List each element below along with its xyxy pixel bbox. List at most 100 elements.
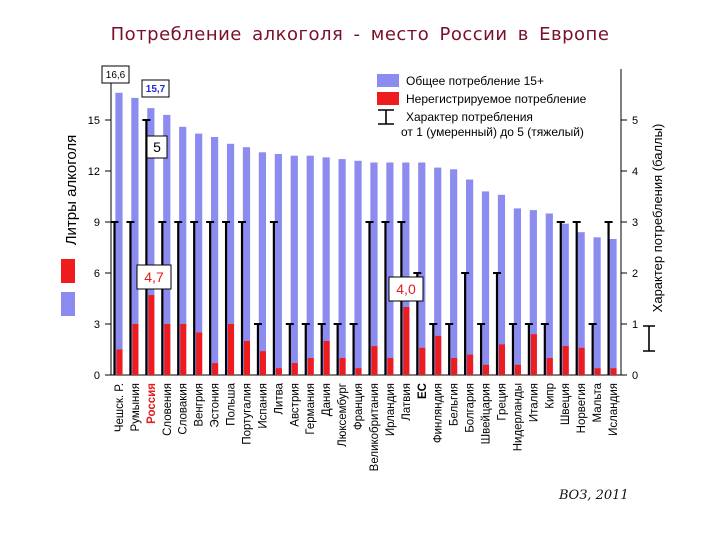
bar-total bbox=[609, 239, 617, 375]
y-tick-label: 12 bbox=[88, 166, 100, 178]
bar-total bbox=[290, 155, 298, 375]
x-tick-label: Финляндия bbox=[433, 383, 445, 443]
bar-unregistered bbox=[275, 368, 282, 375]
x-tick-label: Нидерланды bbox=[512, 383, 524, 451]
bar-total bbox=[210, 137, 219, 375]
legend-label-pattern-1: Характер потребления bbox=[406, 110, 533, 124]
bar-total bbox=[195, 133, 203, 375]
bar-total bbox=[147, 108, 155, 375]
x-tick-label: Исландия bbox=[608, 383, 620, 436]
y-tick-label: 0 bbox=[94, 370, 100, 382]
x-tick-label: Польша bbox=[226, 382, 238, 425]
bar-total bbox=[242, 147, 251, 375]
source-note: ВОЗ, 2011 bbox=[559, 488, 629, 503]
y2-tick-label: 1 bbox=[632, 319, 638, 331]
scale-bracket-icon bbox=[643, 325, 655, 352]
bar-unregistered bbox=[164, 324, 171, 375]
y2-tick-label: 4 bbox=[632, 166, 638, 178]
bar-total bbox=[131, 97, 139, 376]
x-tick-label: Бельгия bbox=[449, 383, 461, 426]
x-tick-label: Мальта bbox=[592, 382, 604, 422]
bar-total bbox=[545, 213, 553, 375]
y2-axis-label: Характер потребления (баллы) bbox=[650, 124, 665, 313]
annot-russia-pattern-box bbox=[146, 135, 168, 159]
y2-tick-label: 5 bbox=[632, 115, 638, 127]
bar-unregistered bbox=[180, 324, 187, 375]
x-tick-label: Ирландия bbox=[385, 383, 397, 436]
x-tick-label: Германия bbox=[305, 383, 317, 435]
bar-unregistered bbox=[116, 349, 123, 375]
y2-tick-label: 3 bbox=[632, 217, 638, 229]
annot-russia-pattern: 5 bbox=[153, 139, 161, 155]
bar-total bbox=[497, 194, 506, 375]
x-tick-label: Испания bbox=[257, 383, 269, 429]
y-tick-label: 15 bbox=[88, 115, 100, 127]
x-tick-label: Швейцария bbox=[481, 383, 493, 444]
bar-unregistered bbox=[212, 363, 219, 375]
x-tick-label: Люксембург bbox=[337, 383, 349, 447]
bar-total bbox=[481, 191, 490, 375]
annotations: 16,6 15,7 5 4,7 4,0 bbox=[101, 65, 424, 302]
x-tick-label: Латвия bbox=[401, 383, 413, 421]
x-tick-label: Литва bbox=[273, 382, 285, 414]
legend-whisker-icon bbox=[378, 109, 394, 125]
x-tick-label: Норвегия bbox=[576, 383, 588, 433]
bar-unregistered bbox=[610, 368, 617, 375]
bar-unregistered bbox=[307, 358, 314, 375]
x-tick-label: Австрия bbox=[289, 383, 301, 427]
bar-unregistered bbox=[339, 358, 346, 375]
x-tick-label: Эстония bbox=[210, 383, 222, 428]
bar-unregistered bbox=[467, 354, 474, 375]
bar-total bbox=[179, 126, 187, 375]
chart-title: Потребление алкоголя - место России в Ев… bbox=[110, 24, 610, 45]
bar-unregistered bbox=[435, 335, 442, 375]
bar-unregistered bbox=[578, 347, 585, 375]
bar-total bbox=[338, 159, 346, 375]
x-tick-label: Кипр bbox=[544, 383, 556, 409]
bar-unregistered bbox=[291, 363, 298, 375]
bar-unregistered bbox=[228, 324, 235, 375]
bar-total bbox=[322, 157, 330, 375]
x-tick-label: Швеция bbox=[560, 383, 572, 425]
left-key-total bbox=[61, 292, 75, 316]
annot-czech-total: 16,6 bbox=[106, 70, 126, 81]
x-tick-label: Россия bbox=[146, 383, 158, 424]
y-tick-label: 9 bbox=[94, 217, 100, 229]
bar-total bbox=[418, 162, 426, 375]
x-tick-label: Франция bbox=[353, 383, 365, 430]
bar-total bbox=[434, 167, 442, 375]
legend-label-pattern-2: от 1 (умеренный) до 5 (тяжелый) bbox=[401, 125, 584, 139]
annot-latvia-unreg: 4,0 bbox=[396, 281, 416, 297]
bar-total bbox=[354, 160, 362, 375]
bar-unregistered bbox=[594, 368, 601, 375]
bar-total bbox=[593, 237, 601, 375]
bar-unregistered bbox=[132, 324, 139, 375]
bar-unregistered bbox=[259, 351, 266, 375]
bar-unregistered bbox=[323, 341, 330, 375]
bar-total bbox=[163, 114, 171, 376]
annot-latvia-unreg-box bbox=[388, 276, 424, 302]
bar-unregistered bbox=[562, 346, 569, 375]
bar-total bbox=[450, 169, 458, 375]
unregistered-bars bbox=[116, 295, 617, 375]
bar-total bbox=[465, 179, 474, 375]
bar-total bbox=[258, 152, 267, 375]
legend-swatch-total bbox=[377, 74, 399, 87]
x-tick-label: Венгрия bbox=[194, 383, 206, 427]
bar-unregistered bbox=[546, 358, 553, 375]
bar-total bbox=[529, 210, 537, 375]
bar-unregistered bbox=[419, 347, 426, 375]
bar-total bbox=[577, 232, 585, 375]
bar-unregistered bbox=[451, 358, 458, 375]
legend-swatch-unregistered bbox=[377, 92, 399, 105]
bar-unregistered bbox=[355, 368, 362, 375]
annot-czech-total-box bbox=[101, 65, 130, 84]
left-key-unregistered bbox=[61, 259, 75, 283]
y2-tick-label: 0 bbox=[632, 370, 638, 382]
x-tick-label: Великобритания bbox=[369, 383, 381, 471]
y-tick-label: 3 bbox=[94, 319, 100, 331]
x-tick-label: ЕС bbox=[417, 383, 429, 399]
y-tick-label: 6 bbox=[94, 268, 100, 280]
bar-unregistered bbox=[371, 346, 378, 375]
